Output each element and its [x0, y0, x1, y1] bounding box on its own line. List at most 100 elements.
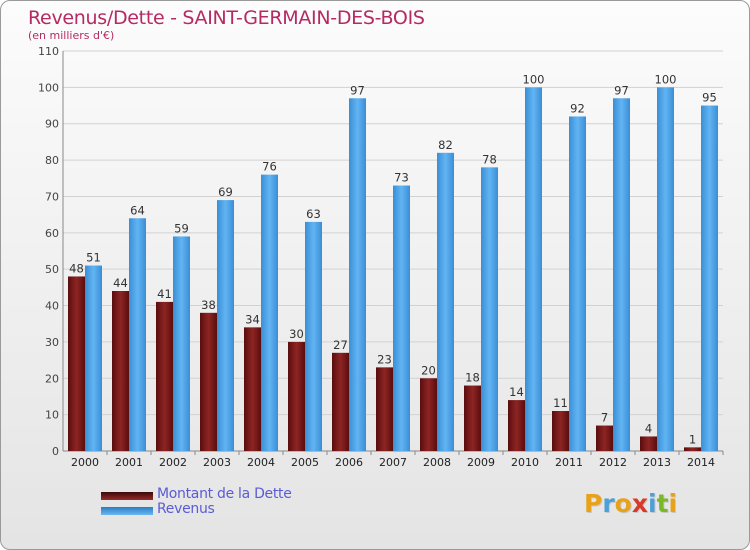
data-label: 30 — [289, 327, 304, 341]
bar-dette — [156, 301, 173, 451]
x-tick-label: 2005 — [291, 456, 319, 469]
bar-revenus — [129, 218, 146, 451]
data-label: 11 — [553, 396, 568, 410]
legend-swatch-dette — [101, 492, 153, 500]
data-label: 20 — [421, 363, 436, 377]
data-label: 92 — [570, 101, 585, 115]
bar-revenus — [569, 116, 586, 452]
data-label: 100 — [655, 72, 677, 86]
y-tick-label: 60 — [45, 227, 59, 240]
y-tick-label: 0 — [52, 445, 59, 458]
bar-dette — [112, 291, 129, 451]
data-label: 64 — [130, 203, 145, 217]
logo-letter: t — [656, 489, 669, 518]
bar-dette — [332, 352, 349, 451]
y-tick-label: 10 — [45, 409, 59, 422]
logo-letter: i — [668, 489, 678, 518]
data-label: 27 — [333, 338, 348, 352]
data-label: 78 — [482, 152, 497, 166]
data-label: 69 — [218, 185, 233, 199]
bar-dette — [376, 367, 393, 451]
data-label: 38 — [201, 298, 216, 312]
logo-letter: o — [614, 489, 632, 518]
chart-title: Revenus/Dette - SAINT-GERMAIN-DES-BOIS — [28, 7, 425, 29]
bar-revenus — [393, 185, 410, 451]
x-tick-label: 2013 — [643, 456, 671, 469]
bar-revenus — [85, 265, 102, 451]
bar-revenus — [173, 236, 190, 451]
bar-revenus — [701, 105, 718, 451]
x-tick-label: 2004 — [247, 456, 275, 469]
data-label: 23 — [377, 352, 392, 366]
y-tick-label: 40 — [45, 300, 59, 313]
y-tick-label: 20 — [45, 372, 59, 385]
data-label: 41 — [157, 287, 172, 301]
bar-dette — [640, 436, 657, 451]
data-label: 4 — [645, 421, 652, 435]
bar-dette — [508, 400, 525, 451]
bar-revenus — [481, 167, 498, 451]
bar-dette — [244, 327, 261, 451]
data-label: 44 — [113, 276, 128, 290]
data-label: 73 — [394, 171, 409, 185]
bar-dette — [552, 411, 569, 451]
data-label: 59 — [174, 221, 189, 235]
data-label: 18 — [465, 371, 480, 385]
bar-revenus — [657, 87, 674, 451]
x-tick-label: 2011 — [555, 456, 583, 469]
bar-revenus — [525, 87, 542, 451]
bar-dette — [684, 447, 701, 451]
data-label: 100 — [523, 72, 545, 86]
bar-dette — [288, 341, 305, 451]
data-label: 51 — [86, 251, 101, 265]
bar-revenus — [349, 98, 366, 451]
x-tick-label: 2003 — [203, 456, 231, 469]
x-tick-label: 2000 — [71, 456, 99, 469]
chart-subtitle: (en milliers d'€) — [28, 29, 115, 42]
bar-dette — [464, 385, 481, 451]
legend-swatch-revenus — [101, 507, 153, 515]
data-label: 97 — [614, 83, 629, 97]
data-label: 7 — [601, 411, 608, 425]
logo-letter: x — [631, 489, 648, 518]
x-tick-label: 2001 — [115, 456, 143, 469]
x-tick-label: 2007 — [379, 456, 407, 469]
bar-dette — [596, 425, 613, 451]
data-label: 82 — [438, 138, 453, 152]
x-tick-label: 2012 — [599, 456, 627, 469]
y-tick-label: 50 — [45, 263, 59, 276]
bar-dette — [68, 276, 85, 451]
bar-revenus — [217, 200, 234, 451]
logo-letter: P — [584, 489, 603, 518]
data-label: 95 — [702, 91, 717, 105]
y-tick-label: 80 — [45, 154, 59, 167]
x-tick-label: 2002 — [159, 456, 187, 469]
logo-letter: i — [648, 489, 657, 518]
legend-label-dette: Montant de la Dette — [157, 486, 292, 502]
bar-dette — [420, 378, 437, 451]
y-tick-label: 30 — [45, 336, 59, 349]
data-label: 63 — [306, 207, 321, 221]
bar-revenus — [437, 152, 454, 451]
y-tick-label: 110 — [38, 45, 59, 58]
bar-dette — [200, 312, 217, 451]
y-tick-label: 100 — [38, 81, 59, 94]
legend-label-revenus: Revenus — [157, 501, 215, 517]
bar-revenus — [261, 174, 278, 452]
bar-revenus — [613, 98, 630, 451]
data-label: 14 — [509, 385, 524, 399]
x-tick-label: 2014 — [687, 456, 715, 469]
x-tick-label: 2006 — [335, 456, 363, 469]
data-label: 1 — [689, 432, 696, 446]
data-label: 97 — [350, 83, 365, 97]
logo-letter: r — [602, 489, 615, 518]
data-label: 34 — [245, 312, 260, 326]
data-label: 48 — [69, 261, 84, 275]
x-tick-label: 2010 — [511, 456, 539, 469]
proxiti-logo: Proxiti — [584, 489, 677, 518]
x-tick-label: 2008 — [423, 456, 451, 469]
y-tick-label: 90 — [45, 118, 59, 131]
bar-revenus — [305, 221, 322, 451]
